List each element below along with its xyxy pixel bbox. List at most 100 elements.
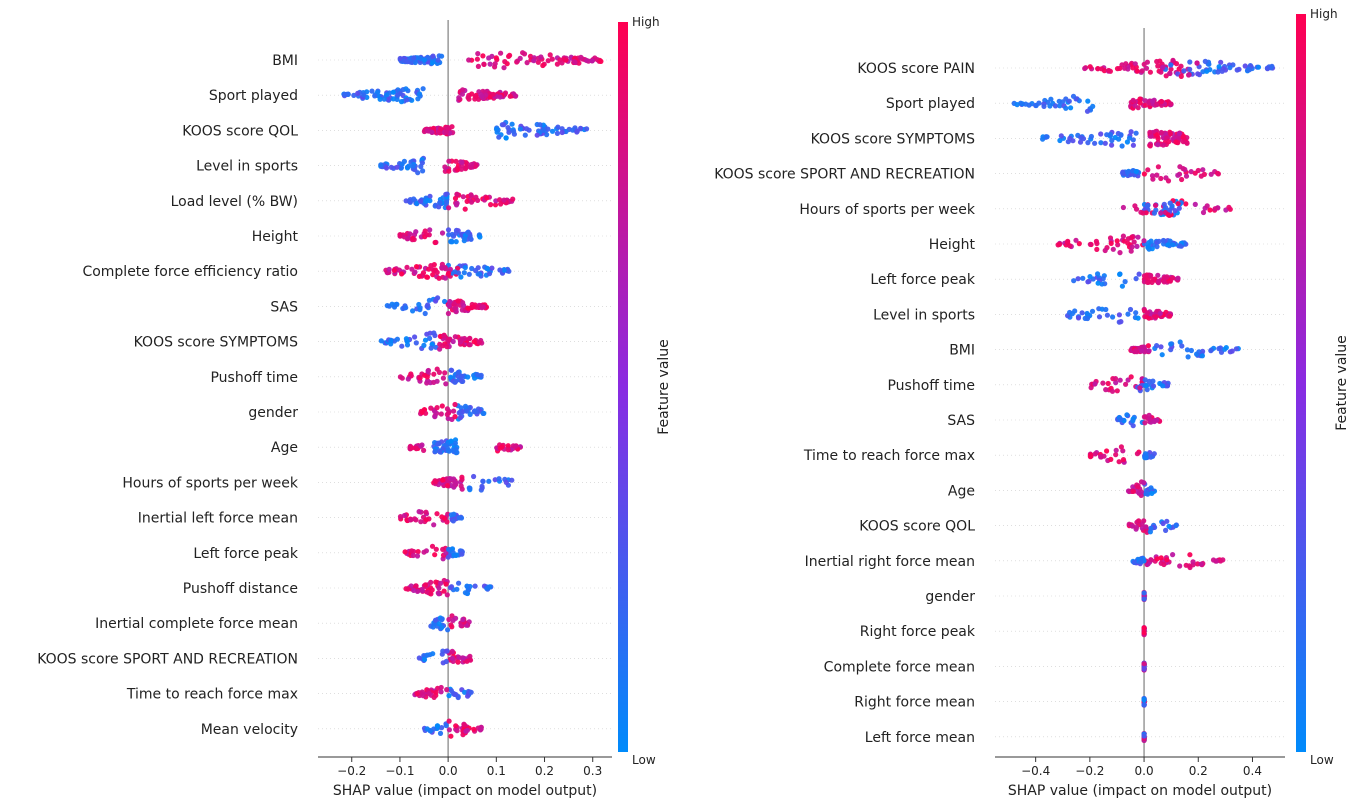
shap-point — [1137, 385, 1143, 391]
shap-point — [522, 132, 528, 138]
shap-point — [429, 587, 435, 593]
shap-point — [1134, 243, 1140, 249]
shap-point — [398, 99, 405, 105]
shap-point — [1130, 484, 1136, 490]
shap-point — [1166, 139, 1172, 145]
shap-point — [453, 158, 459, 164]
shap-point — [505, 447, 511, 453]
shap-point — [449, 231, 455, 238]
shap-point — [1071, 278, 1077, 284]
shap-point — [434, 378, 440, 384]
shap-point — [1161, 561, 1167, 568]
shap-point — [472, 583, 478, 589]
shap-point — [1120, 170, 1126, 176]
shap-point — [427, 330, 433, 336]
shap-point — [458, 623, 464, 629]
shap-point — [451, 511, 457, 517]
shap-point — [436, 591, 442, 597]
shap-point — [1167, 200, 1173, 206]
shap-point — [448, 438, 454, 444]
shap-point — [1128, 374, 1134, 380]
shap-point — [1088, 133, 1094, 140]
shap-point — [498, 201, 504, 207]
shap-point — [446, 727, 452, 733]
shap-point — [1033, 102, 1039, 109]
shap-point — [534, 132, 540, 138]
shap-point — [1160, 142, 1166, 148]
shap-point — [1200, 209, 1207, 216]
shap-point — [1143, 65, 1150, 71]
shap-point — [1144, 310, 1150, 316]
shap-point — [1069, 311, 1075, 317]
x-tick-label: 0.0 — [1135, 764, 1154, 778]
feature-label: gender — [248, 405, 298, 421]
shap-point — [480, 304, 486, 310]
shap-point — [404, 236, 410, 242]
shap-point — [1057, 137, 1063, 144]
shap-point — [524, 60, 530, 66]
shap-point — [1183, 173, 1190, 179]
shap-point — [391, 267, 397, 273]
shap-point — [1144, 314, 1150, 320]
shap-point — [1155, 272, 1161, 278]
shap-point — [1165, 178, 1172, 184]
shap-point — [443, 648, 449, 654]
shap-point — [1085, 140, 1091, 146]
shap-point — [421, 342, 427, 348]
colorbar-high-label: High — [632, 15, 660, 29]
shap-point — [1156, 278, 1162, 284]
shap-point — [1137, 96, 1143, 102]
shap-point — [451, 408, 457, 414]
shap-point — [1156, 238, 1162, 244]
shap-point — [431, 694, 437, 701]
shap-point — [544, 132, 550, 138]
shap-point — [1093, 238, 1099, 244]
shap-point — [1095, 66, 1101, 72]
shap-point — [554, 61, 561, 67]
shap-point — [484, 195, 490, 201]
shap-point — [1075, 315, 1082, 321]
shap-point — [1148, 133, 1154, 139]
shap-point — [424, 652, 430, 658]
shap-point — [1167, 70, 1173, 77]
feature-label: Inertial left force mean — [138, 511, 298, 527]
shap-point — [438, 580, 444, 586]
shap-point — [421, 657, 428, 663]
shap-point — [465, 693, 471, 699]
shap-point — [1179, 176, 1185, 183]
shap-point — [549, 56, 555, 62]
shap-point — [1168, 66, 1174, 72]
shap-point — [1131, 559, 1137, 566]
shap-point — [1204, 203, 1210, 209]
shap-point — [476, 339, 482, 345]
shap-point — [1090, 103, 1096, 109]
shap-point — [372, 93, 378, 99]
shap-point — [1145, 491, 1151, 497]
shap-point — [1208, 171, 1214, 177]
shap-point — [1148, 557, 1154, 563]
shap-point — [1141, 666, 1147, 672]
shap-point — [416, 91, 423, 97]
shap-point — [1107, 131, 1113, 138]
shap-point — [490, 91, 496, 97]
shap-point — [1158, 344, 1164, 350]
shap-point — [416, 273, 422, 279]
shap-point — [531, 58, 537, 64]
shap-point — [448, 238, 455, 244]
x-tick-label: −0.4 — [1021, 764, 1050, 778]
shap-point — [460, 194, 466, 200]
shap-point — [1148, 525, 1154, 531]
shap-point — [468, 236, 474, 242]
shap-point — [1143, 383, 1149, 389]
feature-label: Sport played — [209, 88, 298, 104]
shap-point — [381, 96, 387, 102]
shap-point — [1176, 130, 1183, 137]
shap-point — [478, 726, 484, 732]
colorbar-title: Feature value — [656, 339, 672, 435]
shap-point — [345, 91, 351, 97]
shap-point — [1155, 164, 1161, 170]
shap-point — [1115, 242, 1121, 248]
shap-point — [438, 684, 444, 691]
shap-point — [484, 265, 490, 271]
shap-point — [1103, 306, 1109, 313]
